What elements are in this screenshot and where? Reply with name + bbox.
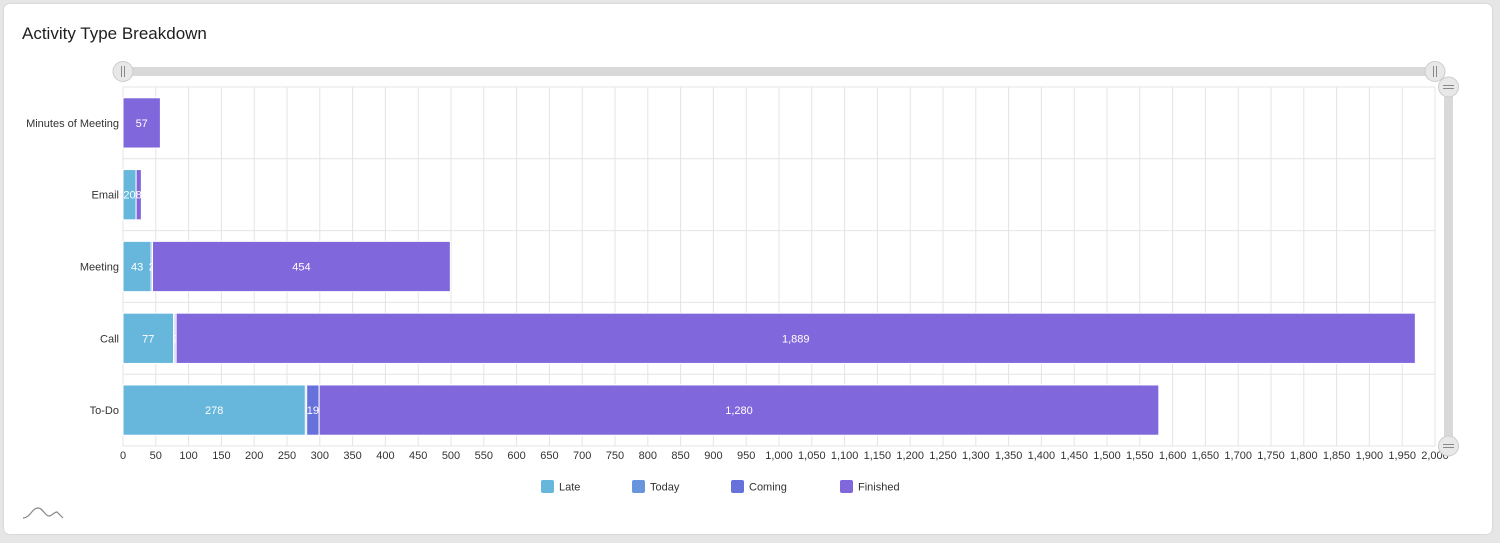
legend-item-finished[interactable]: Finished (858, 482, 900, 494)
x-tick-label: 500 (442, 450, 460, 462)
x-tick-label: 1,150 (864, 450, 892, 462)
legend-swatch[interactable] (632, 480, 645, 493)
chart-title: Activity Type Breakdown (22, 24, 207, 43)
x-tick-label: 1,950 (1388, 450, 1416, 462)
legend-swatch[interactable] (731, 480, 744, 493)
bar-segment-finished[interactable] (135, 169, 142, 221)
x-tick-label: 1,900 (1356, 450, 1384, 462)
x-tick-label: 1,050 (798, 450, 826, 462)
x-tick-label: 700 (573, 450, 591, 462)
x-tick-label: 1,100 (831, 450, 859, 462)
bar-value-label: 43 (131, 262, 143, 274)
bar-value-label: 8 (136, 190, 142, 202)
vscroll-end-grip[interactable] (1438, 435, 1459, 457)
bar-value-label: 2 (149, 262, 155, 274)
x-tick-label: 750 (606, 450, 624, 462)
x-tick-label: 50 (150, 450, 162, 462)
x-tick-label: 100 (179, 450, 197, 462)
legend-item-today[interactable]: Today (650, 482, 680, 494)
x-tick-label: 350 (343, 450, 361, 462)
x-tick-label: 1,500 (1093, 450, 1121, 462)
x-tick-label: 400 (376, 450, 394, 462)
bar-value-label: 1,280 (725, 405, 753, 417)
x-tick-label: 250 (278, 450, 296, 462)
scrollbar-start-grip[interactable] (112, 61, 134, 82)
legend-item-coming[interactable]: Coming (749, 482, 787, 494)
vscroll-start-grip[interactable] (1438, 76, 1459, 98)
bar-value-label: 1,889 (782, 333, 810, 345)
bar-value-label: 454 (292, 262, 310, 274)
x-tick-label: 600 (507, 450, 525, 462)
horizontal-scrollbar-track[interactable] (122, 67, 1436, 76)
category-label: Meeting (80, 262, 119, 274)
bar-segment-late[interactable] (122, 384, 306, 436)
category-label: To-Do (90, 405, 119, 417)
x-tick-label: 1,450 (1060, 450, 1088, 462)
x-tick-label: 1,250 (929, 450, 957, 462)
x-tick-label: 950 (737, 450, 755, 462)
x-tick-label: 300 (311, 450, 329, 462)
chart-logo-icon (22, 507, 64, 519)
x-tick-label: 650 (540, 450, 558, 462)
bar-value-label: 2 (172, 333, 178, 345)
bar-segment-finished[interactable] (122, 97, 161, 149)
x-tick-label: 1,650 (1192, 450, 1220, 462)
legend-swatch[interactable] (840, 480, 853, 493)
x-tick-label: 1,550 (1126, 450, 1154, 462)
bar-value-label: 19 (307, 405, 319, 417)
x-tick-label: 1,200 (896, 450, 924, 462)
x-tick-label: 1,700 (1224, 450, 1252, 462)
x-tick-label: 1,300 (962, 450, 990, 462)
bar-value-label: 278 (205, 405, 223, 417)
x-tick-label: 1,850 (1323, 450, 1351, 462)
scrollbar-end-grip[interactable] (1424, 61, 1446, 82)
x-tick-label: 1,000 (765, 450, 793, 462)
x-tick-label: 200 (245, 450, 263, 462)
x-tick-label: 1,800 (1290, 450, 1318, 462)
x-tick-label: 1,600 (1159, 450, 1187, 462)
x-tick-label: 850 (671, 450, 689, 462)
bar-value-label: 77 (142, 333, 154, 345)
x-tick-label: 800 (639, 450, 657, 462)
vertical-scrollbar-track[interactable] (1444, 86, 1453, 448)
bar-segment-late[interactable] (122, 312, 175, 364)
x-tick-label: 1,350 (995, 450, 1023, 462)
x-tick-label: 0 (120, 450, 126, 462)
bar-segment-finished[interactable] (152, 240, 451, 293)
bar-value-label: 57 (136, 118, 148, 130)
category-label: Email (91, 190, 119, 202)
x-tick-label: 450 (409, 450, 427, 462)
x-tick-label: 550 (475, 450, 493, 462)
x-tick-label: 900 (704, 450, 722, 462)
x-tick-label: 150 (212, 450, 230, 462)
legend-item-late[interactable]: Late (559, 482, 580, 494)
legend-swatch[interactable] (541, 480, 554, 493)
x-tick-label: 1,400 (1028, 450, 1056, 462)
bar-segment-finished[interactable] (175, 312, 1416, 364)
category-label: Minutes of Meeting (26, 118, 119, 130)
bar-segment-finished[interactable] (318, 384, 1160, 436)
x-tick-label: 1,750 (1257, 450, 1285, 462)
bar-value-label: 20 (123, 190, 135, 202)
category-label: Call (100, 333, 119, 345)
